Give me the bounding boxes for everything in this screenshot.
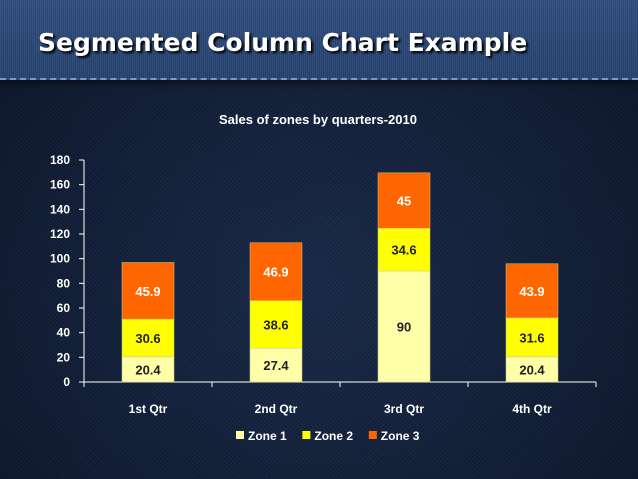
x-tick-label: 2nd Qtr — [255, 402, 298, 416]
bar-segment — [249, 347, 303, 383]
bar-segment — [121, 262, 175, 320]
legend-label: Zone 1 — [248, 429, 287, 443]
data-label: 30.6 — [135, 331, 160, 346]
bar-segment — [121, 356, 175, 383]
chart-title: Sales of zones by quarters-2010 — [219, 112, 417, 127]
bar-segment — [505, 356, 559, 383]
x-tick-label: 1st Qtr — [129, 402, 168, 416]
bar-segment — [505, 263, 559, 319]
legend-swatch — [302, 431, 311, 439]
data-label: 27.4 — [263, 358, 289, 373]
legend-label: Zone 2 — [314, 429, 353, 443]
legend-swatch — [236, 431, 244, 439]
data-label: 46.9 — [263, 265, 288, 280]
legend-label: Zone 3 — [381, 429, 420, 443]
x-tick-label: 4th Qtr — [512, 402, 552, 416]
data-label: 43.9 — [519, 284, 544, 299]
data-label: 20.4 — [519, 362, 545, 377]
bar-segment — [249, 300, 303, 349]
y-tick-label: 60 — [57, 301, 71, 315]
y-tick-label: 120 — [50, 227, 70, 241]
bar-segment — [377, 228, 431, 272]
y-tick-label: 20 — [57, 350, 71, 364]
legend-swatch — [368, 431, 377, 439]
y-tick-label: 100 — [50, 252, 70, 266]
y-tick-label: 160 — [50, 178, 70, 192]
slide-title: Segmented Column Chart Example — [38, 28, 528, 57]
bar-segment — [249, 242, 303, 301]
data-label: 34.6 — [391, 243, 416, 258]
bars: 20.4 30.6 45.9 27.4 38.6 46.9 90 34.6 45 20.4 31.6… — [121, 172, 559, 383]
title-band: Segmented Column Chart Example — [0, 0, 638, 80]
data-label: 31.6 — [519, 330, 544, 345]
bar-segment — [121, 318, 175, 358]
bar-segment — [377, 270, 431, 383]
data-label: 45 — [397, 194, 411, 209]
axes: 0 20 40 60 80 100 120 140 160 180 1st Qtr 2nd Qtr 3r… — [50, 153, 597, 416]
y-tick-label: 40 — [57, 326, 71, 340]
data-label: 20.4 — [135, 362, 161, 377]
data-label: 38.6 — [263, 317, 288, 332]
data-label: 90 — [397, 320, 411, 335]
legend: Zone 1 Zone 2 Zone 3 — [236, 429, 420, 443]
data-label: 45.9 — [135, 284, 160, 299]
x-tick-label: 3rd Qtr — [384, 402, 424, 416]
y-tick-label: 0 — [63, 375, 70, 389]
bar-segment — [505, 317, 559, 358]
y-tick-label: 80 — [57, 276, 71, 290]
y-tick-label: 140 — [50, 202, 70, 216]
y-tick-label: 180 — [50, 153, 70, 167]
bar-segment — [377, 172, 431, 229]
